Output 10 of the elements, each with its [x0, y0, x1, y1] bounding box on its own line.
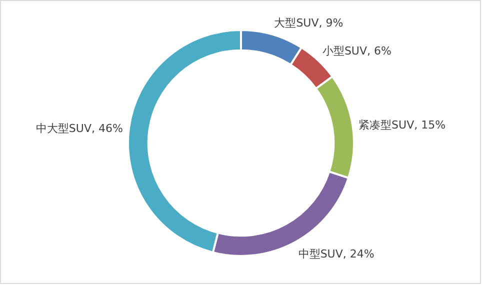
data-label: , 9%: [318, 16, 344, 30]
slice-label: 大型SUV: [274, 16, 320, 30]
slice-label: 中型SUV: [298, 247, 344, 260]
slice-label: 小型SUV: [322, 44, 368, 58]
slice-label: 中大型SUV: [36, 122, 92, 136]
data-label: , 46%: [91, 122, 123, 136]
data-label: , 24%: [342, 247, 374, 260]
slice-label: 紧凑型SUV: [358, 118, 415, 132]
data-label: , 6%: [367, 44, 392, 58]
data-label: , 15%: [414, 118, 446, 132]
